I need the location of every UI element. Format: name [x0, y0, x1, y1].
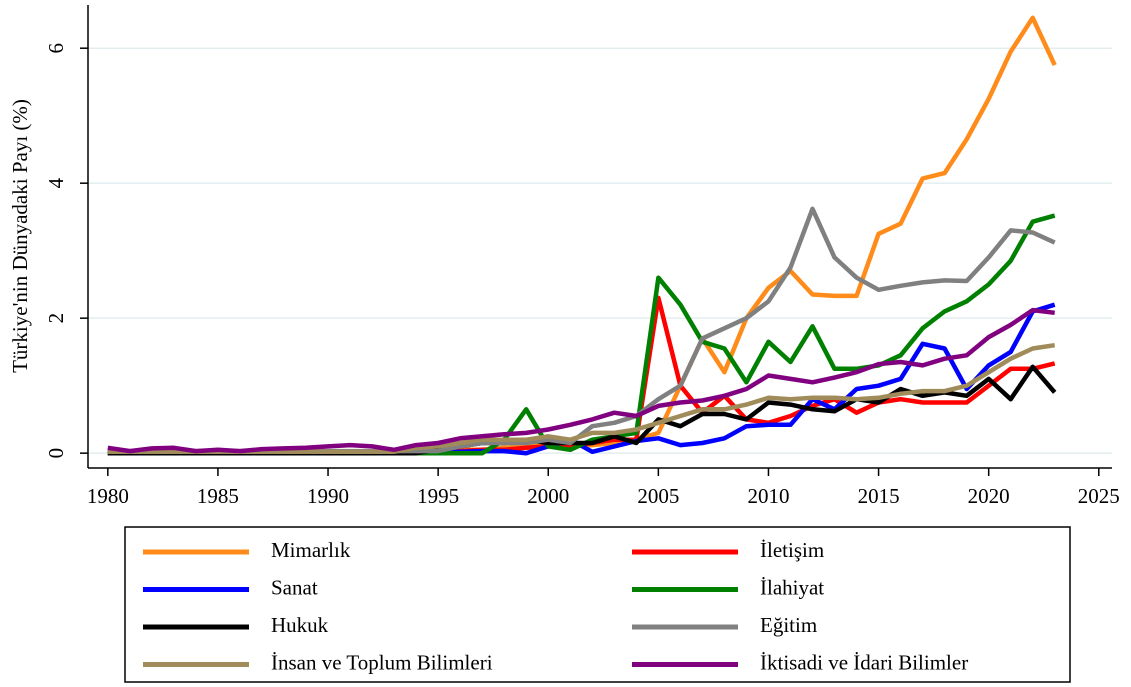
- legend-label: Sanat: [271, 575, 318, 599]
- y-tick-label: 2: [44, 313, 68, 324]
- y-tick-label: 6: [44, 43, 68, 54]
- series-line: [107, 307, 1055, 454]
- x-tick-label: 2000: [527, 484, 569, 508]
- legend-label: Mimarlık: [271, 538, 351, 562]
- y-tick-label: 0: [44, 448, 68, 459]
- x-tick-label: 1990: [307, 484, 349, 508]
- series-line: [107, 302, 1056, 456]
- y-tick-label: 4: [44, 177, 68, 188]
- x-tick-label: 2005: [637, 484, 679, 508]
- x-tick-label: 2010: [747, 484, 789, 508]
- x-tick-label: 2020: [968, 484, 1010, 508]
- legend-label: Eğitim: [760, 613, 817, 637]
- legend-label: İlahiyat: [760, 575, 824, 599]
- series-line: [107, 213, 1056, 456]
- x-tick-label: 1980: [87, 484, 129, 508]
- y-axis-label: Türkiye'nin Dünyadaki Payı (%): [8, 99, 32, 373]
- series-line: [107, 206, 1056, 454]
- series-line: [107, 15, 1057, 455]
- x-tick-label: 1985: [197, 484, 239, 508]
- legend-label: İletişim: [760, 538, 824, 562]
- series-line: [107, 364, 1057, 456]
- series-line: [107, 342, 1056, 455]
- x-tick-label: 2025: [1078, 484, 1120, 508]
- series-line: [107, 295, 1056, 455]
- x-tick-label: 1995: [417, 484, 459, 508]
- legend-label: İnsan ve Toplum Bilimleri: [271, 650, 493, 674]
- legend-box: [124, 526, 1071, 683]
- x-tick-label: 2015: [858, 484, 900, 508]
- legend-label: İktisadi ve İdari Bilimler: [760, 650, 968, 674]
- legend-label: Hukuk: [271, 613, 329, 637]
